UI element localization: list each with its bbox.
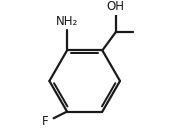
Text: F: F (42, 115, 49, 128)
Text: OH: OH (107, 0, 125, 13)
Text: NH₂: NH₂ (56, 15, 78, 28)
